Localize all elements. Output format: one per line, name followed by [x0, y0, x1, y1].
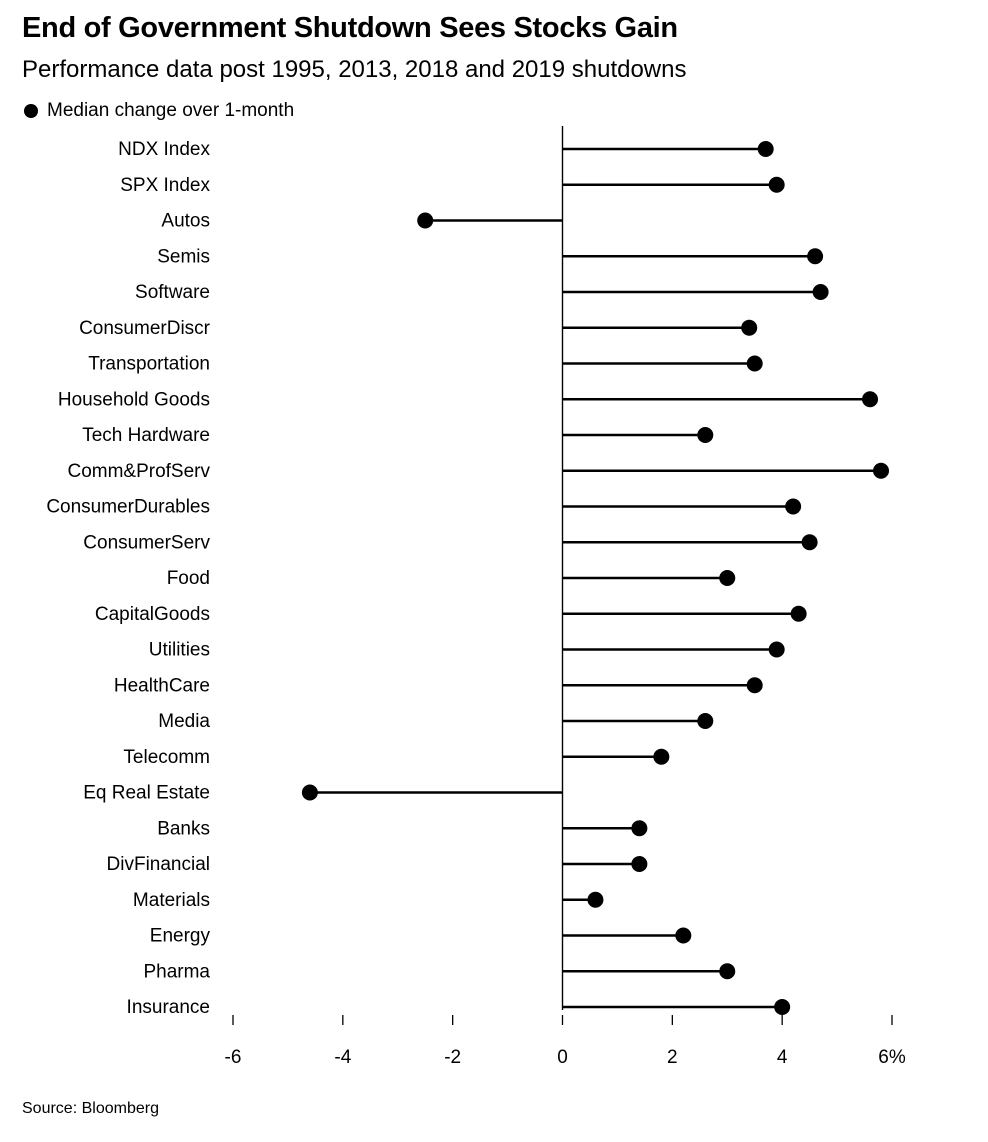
lollipop-dot: [697, 713, 714, 729]
category-label: Energy: [150, 926, 211, 947]
category-label: Autos: [161, 211, 210, 232]
category-label: SPX Index: [120, 175, 210, 196]
category-label: Tech Hardware: [82, 425, 210, 446]
lollipop-dot: [746, 677, 763, 694]
category-label: NDX Index: [118, 139, 210, 160]
lollipop-dot: [653, 748, 670, 765]
legend-label: Median change over 1-month: [47, 100, 295, 121]
x-tick-label: -2: [444, 1047, 461, 1068]
category-label: Comm&ProfServ: [67, 461, 210, 482]
lollipop-dot: [807, 248, 824, 265]
category-label: Materials: [133, 890, 210, 911]
lollipop-dot: [587, 891, 604, 908]
lollipop-dot: [417, 212, 434, 229]
lollipop-dot: [768, 641, 785, 658]
source-note: Source: Bloomberg: [22, 1100, 159, 1117]
x-tick-label: 4: [777, 1047, 788, 1068]
lollipop-dot: [768, 176, 785, 193]
lollipop-dot: [785, 498, 802, 515]
category-label: Utilities: [149, 640, 210, 661]
category-label: Food: [167, 568, 210, 589]
lollipop-dot: [774, 999, 791, 1015]
chart-subtitle: Performance data post 1995, 2013, 2018 a…: [22, 56, 687, 83]
lollipop-chart: NDX Index SPX Index Autos Semis Software Cons…: [46, 126, 906, 1068]
category-label: CapitalGoods: [95, 604, 210, 625]
lollipop-dot: [862, 391, 879, 408]
category-label: Transportation: [88, 354, 210, 375]
lollipop-dot: [801, 534, 818, 551]
lollipop-dot: [301, 784, 318, 801]
category-label: Semis: [157, 246, 210, 267]
category-label: ConsumerDurables: [46, 497, 210, 518]
lollipop-dot: [757, 141, 774, 157]
lollipop-dot: [812, 284, 829, 300]
lollipop-dot: [697, 427, 714, 443]
lollipop-dot: [873, 462, 890, 479]
x-tick-label: 0: [557, 1047, 568, 1068]
category-label: Telecomm: [123, 747, 210, 768]
category-label: Media: [158, 711, 210, 732]
lollipop-dot: [746, 355, 763, 372]
category-label: Insurance: [127, 997, 210, 1018]
lollipop-dot: [790, 605, 807, 622]
category-label: DivFinancial: [107, 854, 210, 875]
x-tick-label: 6%: [878, 1047, 906, 1068]
lollipop-dot: [675, 927, 692, 944]
category-label: Pharma: [143, 961, 210, 982]
x-tick-label: -4: [334, 1047, 351, 1068]
category-label: Household Goods: [58, 389, 210, 410]
lollipop-dot: [719, 570, 736, 586]
lollipop-dot: [631, 820, 648, 837]
category-label: ConsumerDiscr: [79, 318, 211, 339]
lollipop-dot: [631, 856, 648, 872]
chart-title: End of Government Shutdown Sees Stocks G…: [22, 12, 678, 44]
category-label: ConsumerServ: [83, 532, 210, 553]
x-tick-label: 2: [667, 1047, 678, 1068]
lollipop-dot: [741, 319, 758, 336]
category-label: Banks: [157, 818, 210, 839]
legend-marker-icon: [24, 104, 38, 118]
category-label: Software: [135, 282, 210, 303]
category-label: Eq Real Estate: [83, 783, 210, 804]
category-label: HealthCare: [114, 675, 210, 696]
chart-legend: Median change over 1-month: [24, 99, 294, 123]
lollipop-dot: [719, 963, 736, 980]
x-tick-label: -6: [225, 1047, 242, 1068]
